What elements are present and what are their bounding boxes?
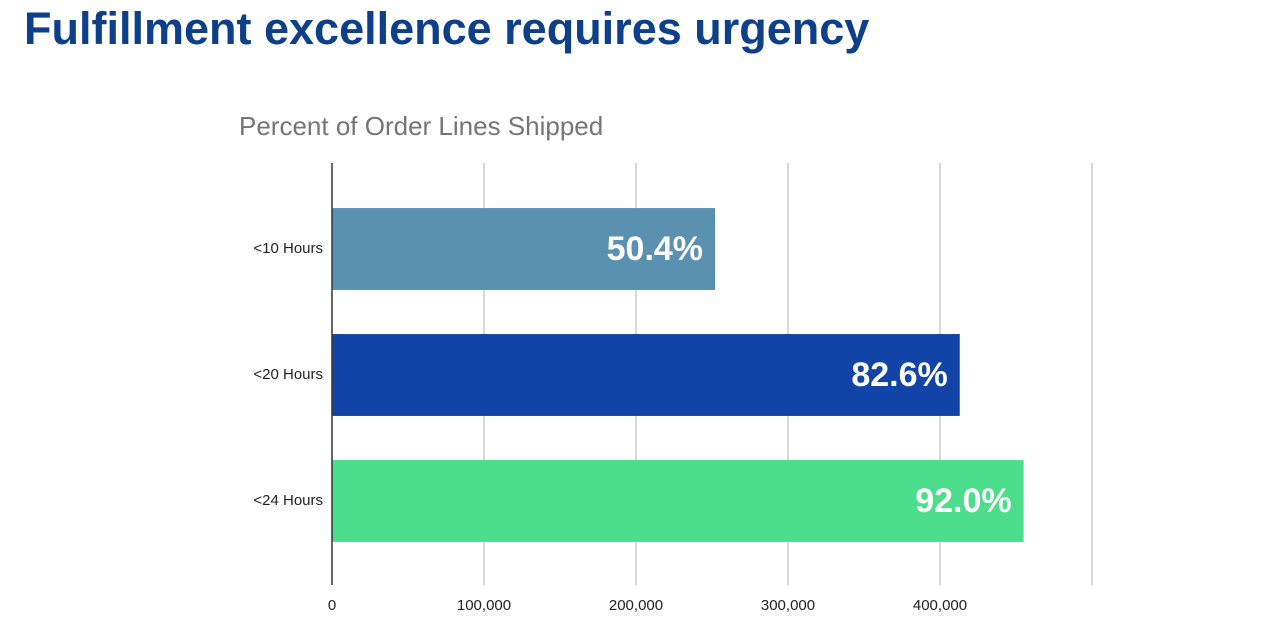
page-title: Fulfillment excellence requires urgency [24,3,869,54]
y-tick-label: <10 Hours [253,240,323,257]
y-tick-label: <20 Hours [253,366,323,383]
x-tick-label: 400,000 [913,597,967,614]
x-tick-label: 0 [328,597,336,614]
bar-label: 92.0% [915,482,1011,520]
bar [332,208,716,290]
chart-title: Percent of Order Lines Shipped [239,111,603,141]
bar [332,334,960,416]
x-tick-label: 100,000 [457,597,511,614]
x-tick-label: 300,000 [761,597,815,614]
y-tick-label: <24 Hours [253,492,323,509]
bar-label: 50.4% [607,230,703,268]
bar [332,460,1024,542]
x-tick-label: 200,000 [609,597,663,614]
bar-label: 82.6% [851,356,947,394]
